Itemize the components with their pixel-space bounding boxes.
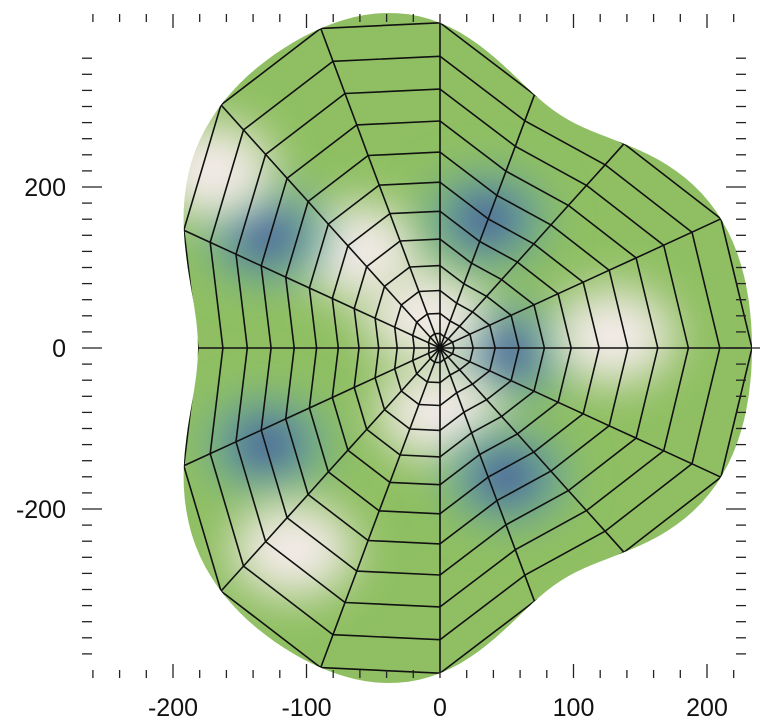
mesh-spoke — [439, 218, 722, 349]
x-axis-tick-labels: -200 -100 0 100 200 — [148, 694, 728, 722]
mesh-spoke — [220, 104, 441, 349]
color-blob — [204, 396, 329, 493]
color-field — [183, 122, 676, 598]
mesh-spoke — [439, 347, 625, 553]
y-axis-tick-labels: 200 0 -200 — [16, 174, 66, 524]
color-blob — [551, 287, 676, 384]
mesh-spoke — [183, 347, 441, 467]
x-tick-label: 100 — [553, 694, 595, 722]
y-tick-label: 0 — [52, 335, 66, 363]
x-tick-label: 0 — [433, 694, 447, 722]
mesh-spoke — [319, 347, 441, 668]
mesh-spoke — [439, 347, 536, 602]
color-blob — [297, 203, 422, 300]
x-tick-label: 200 — [686, 694, 728, 722]
mesh-spoke — [220, 347, 441, 592]
mesh-spoke — [439, 94, 536, 349]
x-tick-label: -100 — [281, 694, 331, 722]
color-blob — [183, 122, 276, 219]
mesh-spoke — [319, 28, 441, 349]
x-tick-label: -200 — [148, 694, 198, 722]
mesh-spoke — [439, 347, 722, 478]
y-tick-label: -200 — [16, 496, 66, 524]
color-blob — [444, 428, 569, 525]
mesh-spoke — [439, 143, 625, 349]
y-tick-label: 200 — [24, 174, 66, 202]
color-blob — [231, 501, 356, 598]
mesh-spoke — [183, 229, 441, 349]
plot-area — [183, 13, 760, 683]
axis-frame — [82, 14, 746, 678]
